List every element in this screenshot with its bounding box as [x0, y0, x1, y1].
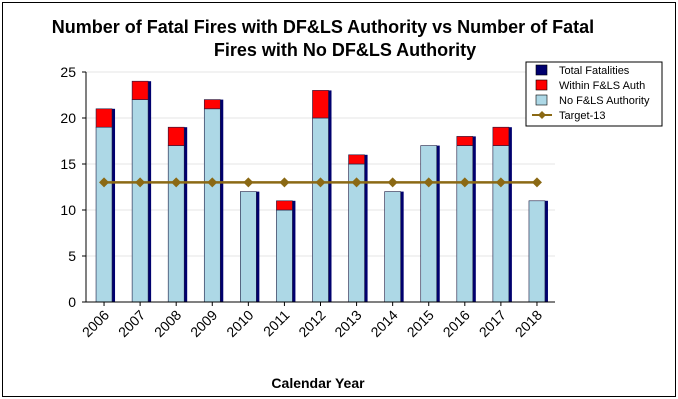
bar-no-authority-2012 — [312, 117, 329, 303]
bar-within-authority-2006 — [95, 108, 113, 128]
bar-within-authority-2017 — [492, 126, 510, 146]
target-marker-2014 — [387, 177, 398, 188]
bar-within-authority-2008 — [167, 126, 185, 146]
y-tick-label-15: 15 — [60, 156, 76, 172]
x-tick-label-2009: 2009 — [187, 307, 220, 340]
x-tick-label-2016: 2016 — [440, 307, 473, 340]
bar-total-2007 — [147, 81, 152, 302]
target-marker-2012 — [315, 177, 326, 188]
bars-group — [95, 80, 548, 303]
bar-no-authority-2008 — [167, 145, 185, 303]
target-marker-2015 — [423, 177, 434, 188]
bar-no-authority-2017 — [492, 145, 510, 303]
x-tick-label-2017: 2017 — [476, 307, 509, 340]
bar-within-authority-2007 — [131, 80, 149, 100]
bar-total-2008 — [183, 127, 188, 302]
bar-total-2013 — [363, 154, 368, 302]
x-tick-label-2007: 2007 — [115, 307, 148, 340]
x-tick-label-2011: 2011 — [260, 307, 293, 340]
y-tick-label-25: 25 — [60, 64, 76, 80]
y-tick-label-0: 0 — [68, 294, 76, 310]
bar-total-2009 — [219, 99, 224, 302]
bar-total-2016 — [471, 136, 476, 302]
legend-swatch-no-f-ls-authority — [535, 94, 548, 106]
y-tick-label-10: 10 — [60, 202, 76, 218]
bar-within-authority-2013 — [348, 154, 365, 165]
legend-swatch-within-f-ls-auth — [535, 79, 548, 91]
target-line-group — [99, 177, 542, 188]
legend-marker-target-13 — [538, 111, 546, 119]
bar-no-authority-2015 — [420, 145, 438, 303]
bar-no-authority-2014 — [384, 191, 401, 303]
bar-no-authority-2007 — [131, 99, 149, 303]
bar-no-authority-2010 — [240, 191, 257, 303]
x-tick-label-2010: 2010 — [223, 307, 256, 340]
x-tick-label-2018: 2018 — [512, 307, 545, 340]
x-tick-label-2008: 2008 — [151, 307, 184, 340]
target-marker-2017 — [495, 177, 506, 188]
bar-total-2010 — [255, 191, 260, 302]
target-marker-2007 — [135, 177, 146, 188]
bar-within-authority-2012 — [312, 90, 329, 119]
legend: Total Fatalities Within F&LS Auth No F&LS … — [525, 61, 663, 127]
bar-total-2018 — [543, 200, 548, 302]
target-marker-2010 — [243, 177, 254, 188]
x-tick-label-2015: 2015 — [404, 307, 437, 340]
y-tick-label-5: 5 — [68, 248, 76, 264]
chart-title-line-2: Fires with No DF&LS Authority — [214, 40, 476, 60]
target-marker-2009 — [207, 177, 218, 188]
x-tick-label-2014: 2014 — [367, 307, 400, 340]
x-axis-label: Calendar Year — [271, 375, 365, 391]
target-marker-2006 — [99, 177, 110, 188]
target-marker-2013 — [351, 177, 362, 188]
bar-total-2011 — [291, 200, 296, 302]
target-marker-2016 — [459, 177, 470, 188]
bar-no-authority-2018 — [528, 200, 546, 303]
bar-within-authority-2016 — [456, 136, 474, 146]
target-marker-2018 — [531, 177, 542, 188]
legend-label-within-f-ls-auth: Within F&LS Auth — [559, 80, 645, 92]
bar-within-authority-2009 — [203, 99, 221, 110]
chart-title-line-1: Number of Fatal Fires with DF&LS Authori… — [52, 17, 594, 37]
bar-no-authority-2011 — [276, 209, 293, 303]
target-marker-2011 — [279, 177, 290, 188]
x-tick-label-2006: 2006 — [79, 307, 112, 340]
y-tick-label-20: 20 — [60, 110, 76, 126]
bar-total-2006 — [111, 108, 116, 302]
x-tick-label-2012: 2012 — [295, 307, 328, 340]
bar-no-authority-2009 — [203, 108, 221, 303]
bar-total-2017 — [507, 127, 512, 302]
legend-label-target-13: Target-13 — [559, 110, 605, 122]
bar-total-2015 — [435, 145, 440, 302]
legend-swatch-total-fatalities — [535, 64, 548, 76]
bar-no-authority-2006 — [95, 126, 113, 303]
bar-within-authority-2011 — [276, 200, 293, 211]
bar-total-2014 — [399, 191, 404, 302]
legend-label-no-f-ls-authority: No F&LS Authority — [559, 95, 650, 107]
bar-total-2012 — [327, 90, 332, 303]
legend-label-total-fatalities: Total Fatalities — [559, 65, 630, 77]
target-marker-2008 — [171, 177, 182, 188]
bar-no-authority-2016 — [456, 145, 474, 303]
x-tick-label-2013: 2013 — [331, 307, 364, 340]
